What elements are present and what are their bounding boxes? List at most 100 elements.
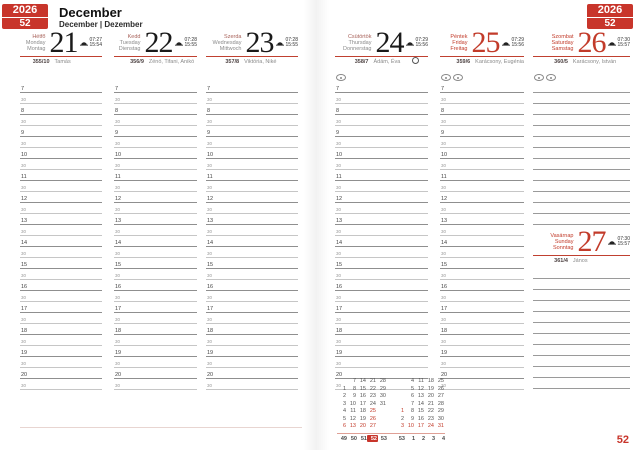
hour-label: 13 — [207, 218, 214, 224]
half-hour-label: 30 — [21, 273, 27, 278]
schedule-line: 16 — [114, 280, 197, 291]
schedule-line: 10 — [114, 148, 197, 159]
mini-calendar-day: 24 — [369, 400, 376, 407]
schedule-line: 30 — [20, 203, 102, 214]
hour-label: 14 — [115, 240, 122, 246]
schedule-line: 30 — [335, 159, 428, 170]
half-hour-label: 30 — [21, 251, 27, 256]
schedule-line: 20 — [206, 368, 298, 379]
weekday-name-de: Donnerstag — [343, 46, 372, 52]
half-hour-label: 30 — [207, 97, 213, 102]
mini-calendar: 7 14 21 28 1 8 15 22 29 2 9 16 23 30 3 10 17 24 31 4 11 18 25 5… — [337, 378, 445, 442]
mini-calendar-day: 6 — [410, 393, 414, 399]
schedule-line — [533, 334, 630, 345]
mini-calendar-day: 5 — [342, 415, 346, 422]
mini-calendar-day: 12 — [349, 415, 356, 422]
hour-label: 9 — [336, 130, 340, 136]
schedule-line: 30 — [114, 291, 197, 302]
hour-label: 11 — [336, 174, 342, 180]
week-number: 53 — [380, 435, 387, 442]
hour-label: 10 — [21, 152, 28, 158]
schedule-line: 18 — [335, 324, 428, 335]
hour-label: 19 — [21, 350, 28, 356]
schedule-line: 20 — [114, 368, 197, 379]
schedule-line: 30 — [20, 247, 102, 258]
hour-label: 12 — [207, 196, 214, 202]
day-header-thu: Csütörtök Thursday Donnerstag 24 07:29 15:56 3… — [335, 28, 428, 66]
half-hour-label: 30 — [336, 361, 342, 366]
half-hour-label: 30 — [115, 361, 121, 366]
half-hour-label: 30 — [115, 273, 121, 278]
schedule-line: 30 — [440, 137, 524, 148]
schedule-line: 30 — [114, 93, 197, 104]
schedule-line: 8 — [440, 104, 524, 115]
week-number: 3 — [431, 435, 435, 442]
schedule-line: 14 — [20, 236, 102, 247]
schedule-line: 18 — [440, 324, 524, 335]
half-hour-label: 30 — [115, 251, 121, 256]
schedule-line: 30 — [114, 335, 197, 346]
month-subtitle: December | Dezember — [59, 20, 143, 29]
mini-calendar-day: 19 — [427, 385, 434, 392]
hour-label: 17 — [207, 306, 214, 312]
schedule-line: 30 — [20, 115, 102, 126]
hour-label: 8 — [115, 108, 119, 114]
half-hour-label: 30 — [441, 339, 447, 344]
hour-label: 15 — [441, 262, 448, 268]
mini-calendar-day: 27 — [437, 393, 444, 399]
mini-calendar-day: 25 — [369, 408, 376, 414]
day-of-year: 357/8 — [225, 59, 240, 65]
half-hour-label: 30 — [115, 141, 121, 146]
half-hour-label: 30 — [207, 229, 213, 234]
half-hour-label: 30 — [115, 383, 121, 388]
schedule-line — [533, 126, 630, 137]
schedule-line — [533, 279, 630, 290]
day-column-wed: Szerda Wednesday Mittwoch 23 07:28 15:55 357/8… — [206, 28, 298, 390]
hour-label: 20 — [441, 372, 448, 378]
schedule-line: 11 — [440, 170, 524, 181]
mini-calendar-day: 19 — [359, 415, 366, 422]
half-hour-label: 30 — [441, 119, 447, 124]
half-hour-label: 30 — [441, 163, 447, 168]
half-hour-label: 30 — [207, 361, 213, 366]
hour-label: 15 — [21, 262, 28, 268]
month-title: December — [59, 5, 122, 20]
schedule-line: 30 — [335, 379, 428, 390]
mini-calendar-day: 31 — [437, 423, 444, 429]
sunset-time: 15:55 — [184, 42, 197, 48]
name-day: Zénó, Tifani, Anikó — [148, 59, 195, 65]
mini-calendar-day: 20 — [359, 423, 366, 429]
sunrise-sunset-icon — [80, 41, 89, 46]
half-hour-label: 30 — [336, 383, 342, 388]
week-number: 50 — [350, 435, 357, 442]
schedule-line: 30 — [440, 335, 524, 346]
week-number: 51 — [360, 435, 367, 442]
schedule-line: 13 — [335, 214, 428, 225]
hour-label: 19 — [441, 350, 448, 356]
schedule-line: 30 — [206, 357, 298, 368]
day-of-year: 359/6 — [456, 59, 471, 65]
half-hour-label: 30 — [207, 163, 213, 168]
name-day: János — [572, 258, 588, 264]
hour-label: 18 — [21, 328, 28, 334]
hour-label: 12 — [441, 196, 448, 202]
hour-label: 16 — [441, 284, 448, 290]
sunrise-sunset-icon — [406, 41, 415, 46]
schedule-line — [533, 378, 630, 389]
schedule-line — [533, 268, 630, 279]
hour-label: 8 — [336, 108, 340, 114]
hour-label: 15 — [207, 262, 214, 268]
schedule-line — [533, 148, 630, 159]
mini-calendar-day: 12 — [417, 385, 424, 392]
schedule-fri: 7 30 8 30 9 30 10 30 11 30 12 30 13 30 14 30 15 30 16 30 17 3… — [440, 74, 524, 390]
hour-label: 7 — [21, 86, 25, 92]
schedule-line: 30 — [20, 357, 102, 368]
half-hour-label: 30 — [441, 97, 447, 102]
schedule-line: 8 — [20, 104, 102, 115]
sunrise-time: 07:28 — [184, 36, 197, 43]
schedule-line — [533, 345, 630, 356]
schedule-line: 19 — [114, 346, 197, 357]
schedule-line: 30 — [114, 159, 197, 170]
mini-calendar-day — [377, 423, 387, 431]
sun-times-mon: 07:27 15:54 — [80, 37, 102, 49]
